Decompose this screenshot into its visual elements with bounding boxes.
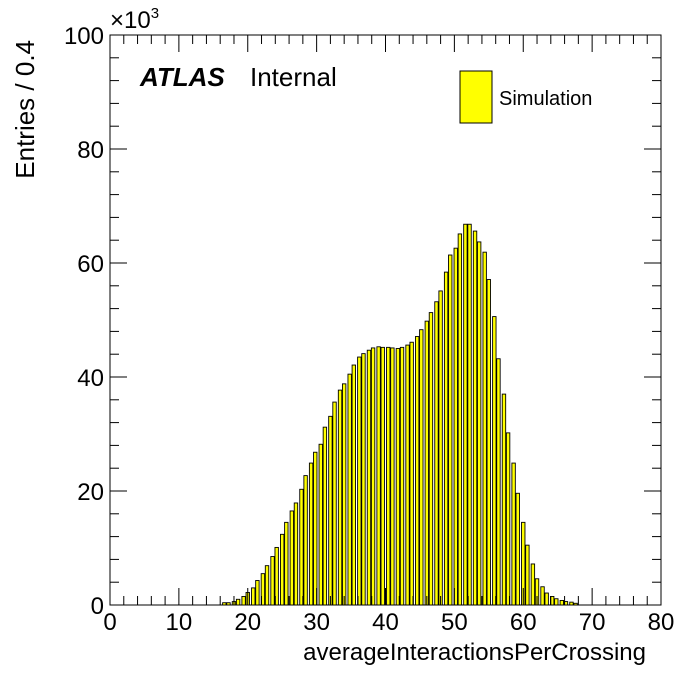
histogram-bar xyxy=(380,346,385,606)
x-tick-label: 50 xyxy=(441,609,468,636)
histogram-bar xyxy=(415,336,420,606)
histogram-bar xyxy=(351,364,356,606)
histogram-bar xyxy=(386,346,391,606)
y-axis-label: Entries / 0.4 xyxy=(10,40,40,179)
histogram-bar xyxy=(530,563,536,606)
histogram-bar xyxy=(313,451,318,606)
histogram-bar xyxy=(255,580,260,606)
x-tick-label: 30 xyxy=(303,609,330,636)
x-tick-label: 0 xyxy=(103,609,116,636)
histogram-bar xyxy=(448,254,453,606)
histogram-bar xyxy=(443,271,449,606)
y-tick-label: 100 xyxy=(64,23,104,50)
x-tick-label: 40 xyxy=(372,609,399,636)
histogram-bar xyxy=(434,301,439,606)
histogram-bar xyxy=(467,223,472,606)
histogram-bar xyxy=(424,320,429,606)
x-tick-label: 70 xyxy=(579,609,606,636)
histogram-bar xyxy=(370,347,376,606)
histogram-bar xyxy=(399,346,405,606)
histogram-bar xyxy=(361,353,366,606)
histogram-bar xyxy=(453,247,458,606)
histogram-bar xyxy=(419,329,424,606)
legend-entry-simulation: Simulation xyxy=(499,88,592,110)
histogram-bar xyxy=(222,602,227,606)
x-tick-label: 60 xyxy=(510,609,537,636)
histogram-bar xyxy=(573,602,578,606)
histogram-bar xyxy=(482,251,487,606)
histogram-bar xyxy=(486,279,491,606)
histogram-bar xyxy=(472,230,478,606)
histogram-bar xyxy=(540,586,545,606)
histogram-bar xyxy=(511,462,516,606)
histogram-bars xyxy=(222,223,578,606)
histogram-bar xyxy=(554,598,559,606)
histogram-bar xyxy=(501,393,507,606)
histogram-bar xyxy=(496,358,501,606)
histogram-bar xyxy=(337,389,343,606)
histogram-bar xyxy=(347,373,352,606)
histogram-bar xyxy=(332,401,337,606)
histogram-bar xyxy=(284,521,289,606)
histogram-bar xyxy=(463,223,468,606)
histogram-bar xyxy=(322,426,328,606)
y-tick-label: 80 xyxy=(77,137,104,164)
histogram-bar xyxy=(366,349,372,606)
histogram-bar xyxy=(289,510,294,606)
x-tick-label: 80 xyxy=(648,609,675,636)
histogram-bar xyxy=(260,573,266,606)
histogram-bar xyxy=(409,341,414,606)
histogram-bar xyxy=(303,475,308,606)
y-tick-label: 60 xyxy=(77,251,104,278)
x-tick-label: 20 xyxy=(234,609,261,636)
histogram-bar xyxy=(405,344,410,606)
x-axis-label: averageInteractionsPerCrossing xyxy=(303,639,646,666)
y-tick-label: 20 xyxy=(77,479,104,506)
histogram-bar xyxy=(318,443,323,606)
legend: Simulation xyxy=(459,70,592,124)
histogram-bar xyxy=(274,546,279,606)
histogram-bar xyxy=(525,544,530,606)
histogram-bar xyxy=(328,415,333,606)
histogram-bar xyxy=(428,312,434,606)
y-tick-label: 40 xyxy=(77,365,104,392)
atlas-status-label: Internal xyxy=(250,62,337,92)
histogram-bar xyxy=(569,601,574,606)
histogram-bar xyxy=(226,602,231,606)
histogram-bar xyxy=(241,596,246,606)
histogram-bar xyxy=(438,290,443,606)
histogram-bar xyxy=(515,492,520,606)
histogram-bar xyxy=(293,502,299,606)
histogram-bar xyxy=(544,592,549,606)
histogram-bar xyxy=(457,233,463,606)
x-tick-label: 10 xyxy=(166,609,193,636)
plot-frame xyxy=(109,34,662,606)
histogram-bar xyxy=(390,347,395,606)
histogram-bar xyxy=(492,316,497,606)
legend-swatch-simulation xyxy=(459,70,493,124)
histogram-bar xyxy=(357,356,362,606)
histogram-bar xyxy=(477,241,482,606)
histogram-bar xyxy=(342,383,347,606)
histogram-bar xyxy=(264,565,270,606)
histogram-bar xyxy=(235,598,241,606)
histogram-bar xyxy=(299,488,304,606)
histogram-bar xyxy=(280,533,285,606)
y-tick-label: 0 xyxy=(91,593,104,620)
histogram-bar xyxy=(505,432,511,606)
histogram-bar xyxy=(395,348,401,606)
histogram-bar xyxy=(270,556,275,606)
histogram-bar xyxy=(251,587,256,606)
y-exponent-label: ×103 xyxy=(110,5,159,34)
histogram-bar xyxy=(308,462,314,606)
atlas-label: ATLAS xyxy=(139,62,225,92)
histogram-bar xyxy=(376,346,381,606)
axes-ticks: 0 10 20 30 40 50 60 70 80 0 20 40 60 80 100 xyxy=(64,23,674,636)
histogram-bar xyxy=(559,599,564,606)
